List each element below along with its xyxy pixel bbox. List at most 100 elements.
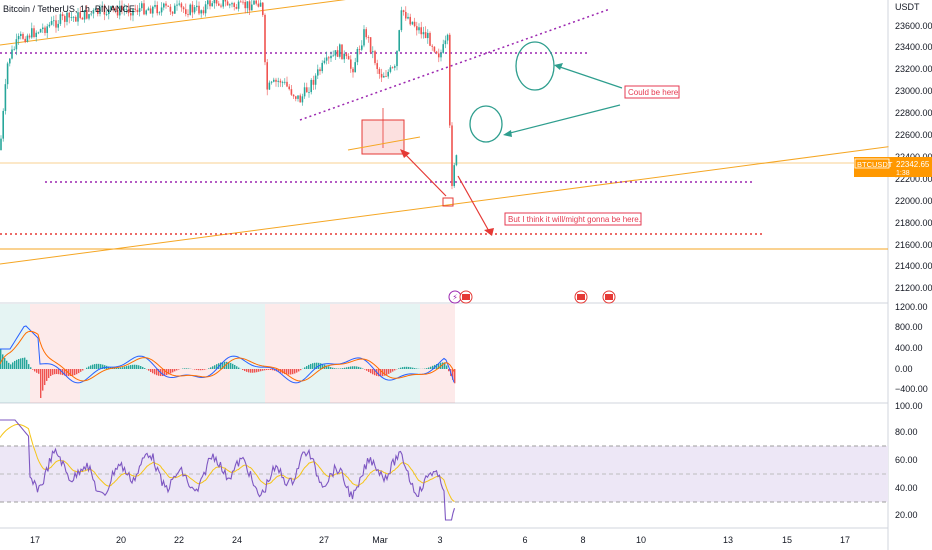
current-price-tag[interactable]: BTCUSDT 22342.65 1:38 xyxy=(854,157,932,177)
arrow-to-box[interactable] xyxy=(402,151,447,197)
target-circle-upper[interactable] xyxy=(515,41,555,91)
candle-body xyxy=(163,3,165,8)
note-think-it-will-text: But I think it will/might gonna be here. xyxy=(508,215,641,224)
macd-bar xyxy=(406,366,408,369)
candle-body xyxy=(39,29,42,33)
macd-bar xyxy=(246,369,248,372)
macd-bar xyxy=(188,368,190,369)
candle-body xyxy=(180,3,183,8)
macd-bar xyxy=(326,365,328,369)
macd-bar xyxy=(28,364,30,369)
macd-bar xyxy=(448,369,450,372)
macd-bar xyxy=(250,369,252,373)
candle-body xyxy=(319,69,321,72)
candle-body xyxy=(13,49,15,51)
candle-body xyxy=(50,21,53,25)
macd-bar xyxy=(352,366,354,369)
candle-body xyxy=(374,51,376,64)
candle-body xyxy=(383,75,385,78)
event-flag-icon-2[interactable] xyxy=(574,290,588,304)
macd-bar xyxy=(390,369,392,373)
macd-bar xyxy=(366,369,368,371)
candle-body xyxy=(176,4,178,6)
event-flag-icon-3[interactable] xyxy=(602,290,616,304)
price-tick-label: 21400.00 xyxy=(895,261,932,271)
candle-body xyxy=(378,69,381,74)
candle-body xyxy=(235,6,238,9)
candle-body xyxy=(369,37,372,53)
candle-body xyxy=(431,45,433,47)
candle-body xyxy=(130,13,132,16)
macd-bar xyxy=(72,369,74,376)
candle-body xyxy=(75,16,77,22)
macd-bar xyxy=(140,366,142,369)
macd-zone xyxy=(265,304,300,403)
rising-trendline[interactable] xyxy=(299,8,611,121)
macd-bar xyxy=(152,369,154,374)
macd-bar xyxy=(52,369,54,375)
candle-body xyxy=(178,3,180,5)
candle-body xyxy=(171,11,174,14)
candle-body xyxy=(442,44,444,53)
candle-body xyxy=(251,4,253,11)
candle-body xyxy=(193,7,196,13)
time-tick-label: 24 xyxy=(232,535,242,545)
macd-bar xyxy=(98,363,100,369)
candle-body xyxy=(266,62,268,90)
macd-bar xyxy=(272,369,274,371)
low-marker[interactable] xyxy=(442,197,454,207)
macd-bar xyxy=(402,367,404,369)
candle-body xyxy=(0,138,2,150)
macd-bar xyxy=(416,368,418,369)
arrow-upper[interactable] xyxy=(556,65,623,89)
price-axis-bg[interactable] xyxy=(888,0,932,550)
macd-bar xyxy=(70,369,72,377)
candle-body xyxy=(141,3,143,9)
candle-body xyxy=(427,32,429,39)
candle-body xyxy=(33,28,35,38)
candle-body xyxy=(147,8,150,11)
candle-body xyxy=(413,21,416,27)
candle-body xyxy=(391,67,394,69)
macd-bar xyxy=(194,369,196,370)
candle-body xyxy=(347,56,350,60)
arrow-down[interactable] xyxy=(457,175,491,234)
note-think-it-will[interactable]: But I think it will/might gonna be here. xyxy=(504,212,642,226)
candle-body xyxy=(389,67,392,72)
macd-bar xyxy=(6,360,8,369)
macd-zone xyxy=(330,304,380,403)
macd-bar xyxy=(412,367,414,369)
macd-bar xyxy=(260,369,262,372)
candle-body xyxy=(290,89,293,95)
macd-bar xyxy=(124,366,126,369)
candle-body xyxy=(332,55,334,57)
macd-bar xyxy=(252,369,254,373)
macd-bar xyxy=(38,369,40,374)
candle-body xyxy=(134,8,136,10)
rsi-line xyxy=(0,419,456,521)
note-could-be-here[interactable]: Could be here xyxy=(624,85,680,99)
macd-background-zones xyxy=(0,304,455,403)
time-tick-label: 3 xyxy=(437,535,442,545)
candle-body xyxy=(262,2,264,15)
candle-body xyxy=(31,28,33,38)
price-tick-label: 23400.00 xyxy=(895,42,932,52)
event-flag-icon-1[interactable] xyxy=(459,290,473,304)
lower-trendline[interactable] xyxy=(0,140,932,265)
macd-bar xyxy=(154,369,156,375)
price-tick-label: 23000.00 xyxy=(895,86,932,96)
candle-body xyxy=(125,8,128,10)
candle-body xyxy=(317,69,319,76)
macd-bar xyxy=(214,365,216,369)
upper-channel-line[interactable] xyxy=(0,0,380,46)
target-circle-lower[interactable] xyxy=(469,105,503,143)
event-flash-icon[interactable]: ⚡ xyxy=(448,290,462,304)
macd-bar xyxy=(414,368,416,369)
candle-body xyxy=(350,59,352,69)
arrow-lower[interactable] xyxy=(505,104,621,135)
candle-body xyxy=(328,57,330,59)
candle-body xyxy=(310,79,312,93)
price-candles[interactable] xyxy=(0,0,458,190)
candle-body xyxy=(185,9,187,15)
